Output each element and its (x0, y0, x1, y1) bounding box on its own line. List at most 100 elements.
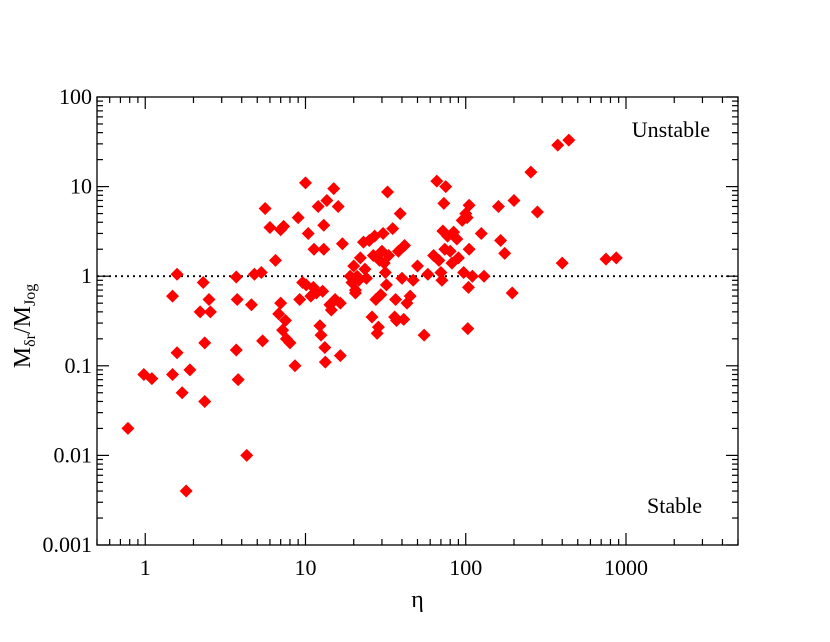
data-point (230, 292, 244, 306)
data-point (381, 185, 395, 199)
data-point (240, 448, 254, 462)
data-point (609, 251, 623, 265)
data-point (320, 193, 334, 207)
y-tick-label: 10 (70, 174, 92, 199)
data-point (348, 283, 362, 297)
data-point (324, 303, 338, 317)
data-point (359, 271, 373, 285)
data-point (374, 288, 388, 302)
y-axis-title: Mδr/MJog (10, 284, 39, 368)
data-point (301, 226, 315, 240)
data-point (272, 307, 286, 321)
y-tick-label: 0.001 (43, 532, 93, 557)
data-point (505, 286, 519, 300)
data-point (365, 310, 379, 324)
data-point (460, 211, 474, 225)
data-point (437, 196, 451, 210)
x-tick-label: 10 (294, 555, 316, 580)
data-point (258, 201, 272, 215)
data-point (318, 341, 332, 355)
data-point (175, 386, 189, 400)
y-axis-title-den: /M (10, 306, 36, 334)
data-point (555, 256, 569, 270)
data-point (166, 367, 180, 381)
data-point (353, 251, 367, 265)
data-point (274, 296, 288, 310)
data-point (562, 133, 576, 147)
data-point (451, 251, 465, 265)
data-point (430, 174, 444, 188)
data-point (382, 249, 396, 263)
annotation-stable: Stable (647, 493, 702, 518)
data-point (450, 232, 464, 246)
data-point (288, 359, 302, 373)
data-point (397, 312, 411, 326)
y-tick-label: 100 (59, 84, 92, 109)
data-point (145, 372, 159, 386)
annotation-unstable: Unstable (632, 117, 710, 142)
y-axis-title-sub1: δr (22, 333, 39, 347)
data-point (229, 270, 243, 284)
data-point (256, 334, 270, 348)
data-point (196, 276, 210, 290)
data-point (166, 289, 180, 303)
data-point (524, 165, 538, 179)
data-point (443, 244, 457, 258)
y-tick-label: 0.1 (65, 353, 93, 378)
data-point (231, 373, 245, 387)
data-point (314, 328, 328, 342)
data-point (498, 246, 512, 260)
data-point (393, 207, 407, 221)
data-point (439, 180, 453, 194)
data-point (307, 242, 321, 256)
data-point (293, 292, 307, 306)
data-point (198, 336, 212, 350)
data-point (358, 262, 372, 276)
data-point (318, 355, 332, 369)
data-point (389, 292, 403, 306)
data-point (170, 346, 184, 360)
data-point (244, 298, 258, 312)
y-axis-title-main: M (10, 347, 36, 368)
data-point (269, 253, 283, 267)
data-point (379, 278, 393, 292)
data-point (435, 273, 449, 287)
data-point (462, 242, 476, 256)
data-point (507, 193, 521, 207)
y-axis-title-sub2: Jog (22, 284, 39, 306)
data-point (316, 284, 330, 298)
data-points (121, 133, 623, 498)
data-point (398, 239, 412, 253)
data-point (313, 319, 327, 333)
data-point (298, 176, 312, 190)
data-point (406, 273, 420, 287)
data-point (421, 267, 435, 281)
y-tick-label: 0.01 (54, 442, 93, 467)
data-point (198, 394, 212, 408)
data-point (551, 138, 565, 152)
data-point (491, 199, 505, 213)
data-point (263, 220, 277, 234)
x-tick-label: 1000 (604, 555, 648, 580)
data-point (376, 226, 390, 240)
data-point (202, 292, 216, 306)
x-axis-title: η (411, 587, 424, 613)
data-point (432, 253, 446, 267)
data-point (427, 249, 441, 263)
data-point (179, 484, 193, 498)
data-point (403, 289, 417, 303)
data-point (395, 271, 409, 285)
data-point (347, 259, 361, 273)
data-point (291, 211, 305, 225)
data-point (317, 218, 331, 232)
data-point (461, 322, 475, 336)
data-point (386, 222, 400, 236)
data-point (434, 265, 448, 279)
data-point (465, 269, 479, 283)
data-point (462, 198, 476, 212)
y-tick-label: 1 (81, 263, 92, 288)
data-point (170, 267, 184, 281)
data-point (461, 280, 475, 294)
